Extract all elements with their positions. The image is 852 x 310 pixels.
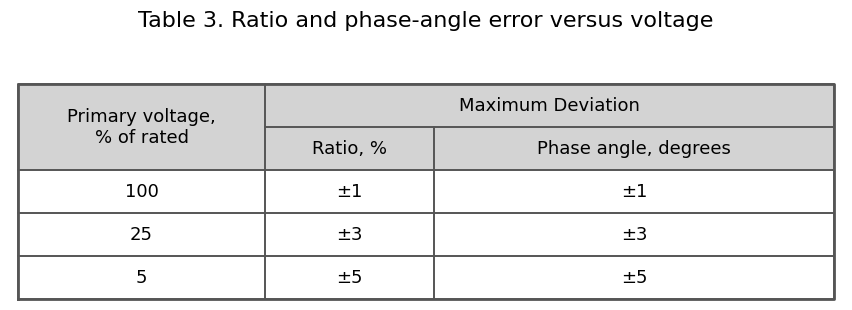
Text: Ratio, %: Ratio, % (312, 140, 387, 158)
Text: ±3: ±3 (337, 226, 363, 244)
Text: 5: 5 (135, 269, 147, 287)
Text: ±1: ±1 (621, 183, 648, 201)
Text: ±5: ±5 (621, 269, 648, 287)
Text: 25: 25 (130, 226, 153, 244)
Text: ±1: ±1 (337, 183, 363, 201)
Text: Phase angle, degrees: Phase angle, degrees (537, 140, 731, 158)
Text: ±3: ±3 (621, 226, 648, 244)
Text: ±5: ±5 (337, 269, 363, 287)
Text: Primary voltage,
% of rated: Primary voltage, % of rated (67, 108, 216, 147)
Text: 100: 100 (124, 183, 158, 201)
Text: Maximum Deviation: Maximum Deviation (458, 97, 640, 115)
Text: Table 3. Ratio and phase-angle error versus voltage: Table 3. Ratio and phase-angle error ver… (138, 11, 714, 31)
